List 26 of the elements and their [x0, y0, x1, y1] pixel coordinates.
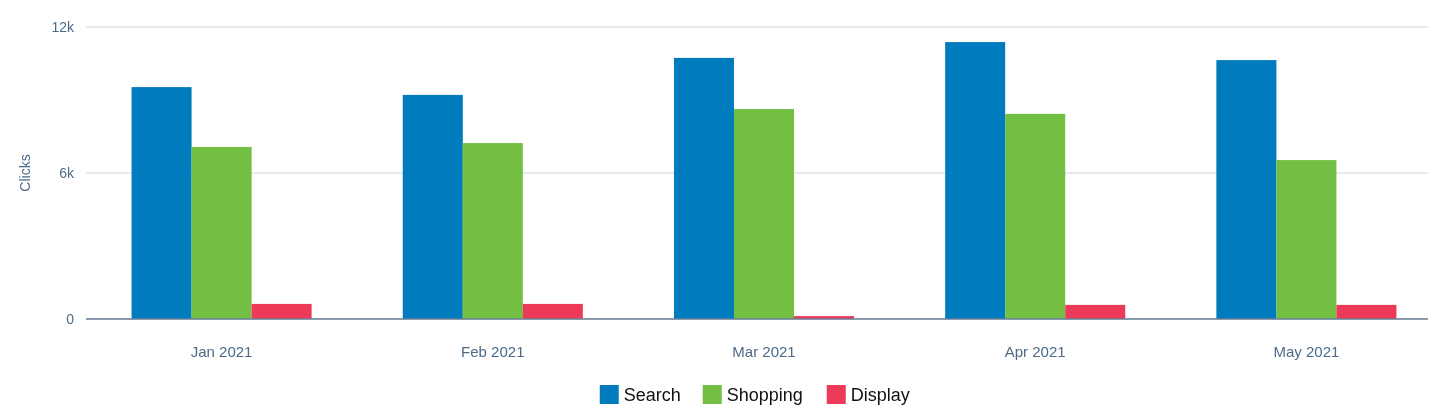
- y-tick-label: 12k: [51, 18, 75, 35]
- bar: [733, 109, 795, 319]
- x-tick-label: May 2021: [1273, 343, 1340, 360]
- bar: [1065, 304, 1126, 319]
- bar: [1005, 113, 1066, 319]
- x-tick-label: Jan 2021: [190, 343, 253, 360]
- bar: [673, 57, 734, 319]
- bar: [1336, 304, 1397, 319]
- bar: [945, 42, 1006, 319]
- bar: [402, 94, 463, 319]
- bar: [131, 87, 192, 319]
- legend-label: Display: [850, 385, 910, 406]
- bar: [522, 303, 583, 319]
- legend-label: Search: [623, 385, 681, 406]
- bar: [191, 146, 252, 319]
- bar: [1216, 60, 1277, 319]
- x-tick-label: Apr 2021: [1004, 343, 1066, 360]
- bar: [462, 143, 523, 319]
- legend-label: Shopping: [726, 385, 803, 406]
- bar: [251, 303, 312, 319]
- y-tick-label: 6k: [59, 164, 75, 181]
- y-axis-title: Clicks: [17, 154, 33, 192]
- y-tick-label: 0: [66, 310, 75, 327]
- x-tick-label: Feb 2021: [461, 343, 525, 360]
- x-tick-label: Mar 2021: [732, 343, 796, 360]
- bar: [1276, 160, 1337, 319]
